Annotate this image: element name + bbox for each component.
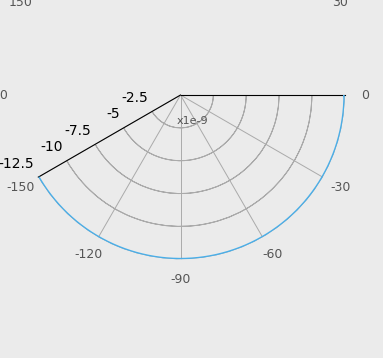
Text: x1e-9: x1e-9 [177, 116, 209, 126]
